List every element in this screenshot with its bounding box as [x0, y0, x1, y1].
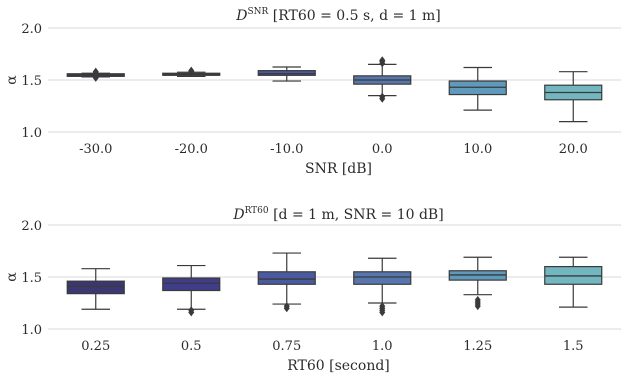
box-6: [544, 256, 603, 308]
outlier-point: [92, 67, 99, 76]
outlier-point: [283, 302, 290, 311]
outlier-point: [92, 73, 99, 82]
chart-title: DRT60 [d = 1 m, SNR = 10 dB]: [232, 206, 443, 223]
x-tick-label: 0.75: [272, 339, 301, 354]
box-body: [162, 277, 221, 292]
x-tick-label: -30.0: [79, 142, 112, 157]
box-1: [66, 268, 125, 310]
chart-title-text: [d = 1 m, SNR = 10 dB]: [269, 207, 444, 223]
chart-panel-2: 1.0 1.5 2.0 α DRT60 [d = 1 m, SNR = 10 dB] 0.…: [4, 206, 621, 374]
box-body: [257, 70, 316, 76]
x-tick-label: 0.25: [81, 339, 110, 354]
chart-title-symbol: D: [235, 8, 247, 24]
y-axis-label: α: [4, 75, 20, 85]
outlier-point: [474, 295, 481, 304]
y-tick-label: 1.0: [21, 126, 42, 141]
box-2: [162, 264, 221, 317]
chart-panel-1: 1.0 1.5 2.0 α DSNR [RT60 = 0.5 s, d = 1 m] -3…: [4, 7, 621, 177]
y-tick-label: 1.5: [21, 271, 42, 286]
chart-title-text: [RT60 = 0.5 s, d = 1 m]: [268, 8, 440, 24]
x-axis-label: SNR [dB]: [305, 161, 372, 177]
x-tick-label: 0.5: [181, 339, 202, 354]
y-tick-label: 2.0: [21, 219, 42, 234]
outlier-point: [188, 66, 195, 75]
x-tick-label: -20.0: [175, 142, 208, 157]
chart-title-symbol: D: [232, 207, 244, 223]
box-3: [257, 252, 316, 313]
x-tick-label: -10.0: [270, 142, 303, 157]
outlier-point: [379, 302, 386, 311]
x-tick-label: 1.25: [463, 339, 492, 354]
x-tick-label: 0.0: [372, 142, 393, 157]
box-1: [66, 67, 125, 82]
y-tick-label: 2.0: [21, 22, 42, 37]
outlier-point: [188, 306, 195, 315]
box-2: [162, 66, 221, 77]
box-6: [544, 71, 603, 123]
box-body: [257, 271, 316, 285]
chart-title: DSNR [RT60 = 0.5 s, d = 1 m]: [235, 7, 441, 24]
x-axis-label: RT60 [second]: [287, 358, 390, 374]
box-body: [353, 271, 412, 285]
x-tick-label: 20.0: [559, 142, 588, 157]
box-5: [448, 256, 507, 311]
outlier-point: [379, 56, 386, 65]
chart-title-superscript: SNR: [247, 7, 268, 17]
box-5: [448, 66, 507, 111]
x-tick-label: 1.5: [563, 339, 584, 354]
x-tick-label: 10.0: [463, 142, 492, 157]
box-3: [257, 66, 316, 82]
box-4: [353, 56, 412, 103]
y-tick-label: 1.0: [21, 323, 42, 338]
chart-title-superscript: RT60: [245, 206, 269, 216]
outlier-point: [379, 92, 386, 101]
y-axis-label: α: [4, 272, 20, 282]
box-body: [66, 280, 125, 295]
y-tick-label: 1.5: [21, 74, 42, 89]
x-tick-label: 1.0: [372, 339, 393, 354]
box-4: [353, 257, 412, 317]
